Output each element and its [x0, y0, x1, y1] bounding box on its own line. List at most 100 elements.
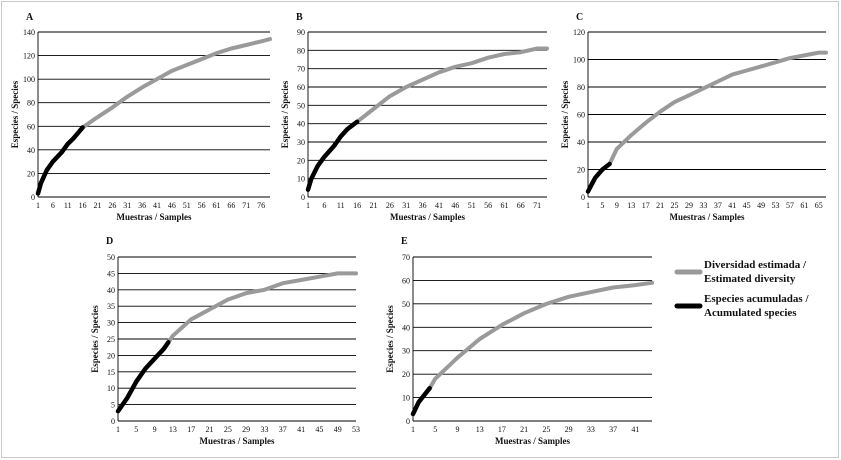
legend-estimated-label-2: Estimated diversity [704, 273, 796, 285]
panel-d-ylabel: Especies / Species [90, 305, 100, 373]
panel-a-ytick: 140 [23, 28, 35, 37]
panel-e-xtick: 41 [631, 425, 639, 434]
panel-a-xtick: 16 [79, 201, 87, 210]
panel-a-ytick: 20 [27, 169, 35, 178]
panel-a-xtick: 46 [168, 201, 176, 210]
panel-b-xtick: 11 [337, 201, 345, 210]
panel-b-xtick: 41 [435, 201, 443, 210]
panel-c-ytick: 0 [581, 193, 585, 202]
panel-a-xtick: 76 [257, 201, 265, 210]
panel-e-xtick: 37 [609, 425, 617, 434]
panel-b-xlabel: Muestras / Samples [390, 212, 465, 222]
panel-a-xlabel: Muestras / Samples [117, 212, 192, 222]
panel-d-xtick: 45 [315, 425, 323, 434]
panel-c-accumulated-series [585, 161, 612, 194]
panel-d-xtick: 5 [134, 425, 138, 434]
panel-b-xtick: 61 [500, 201, 508, 210]
panel-a-xtick: 61 [212, 201, 220, 210]
panel-c-xtick: 45 [743, 201, 751, 210]
panel-c-ytick: 60 [577, 111, 585, 120]
panel-b-ytick: 80 [297, 46, 305, 55]
panel-a-xtick: 51 [183, 201, 191, 210]
panel-d-ytick: 15 [107, 368, 115, 377]
panel-d-xlabel: Muestras / Samples [200, 436, 275, 446]
panel-b-ytick: 30 [297, 138, 305, 147]
panel-a-xtick: 26 [108, 201, 116, 210]
panel-c: C 0 20 40 60 80 100 120 1 5 9 13 17 21 25 29 33 37 41 45 49 5… [560, 12, 828, 222]
panel-c-xtick: 13 [627, 201, 635, 210]
panel-b-ytick: 10 [297, 175, 305, 184]
legend-accumulated-label-1: Especies acumuladas / [704, 293, 809, 305]
panel-d-xtick: 49 [334, 425, 342, 434]
panel-d-ytick: 25 [107, 335, 115, 344]
panel-e-ytick: 20 [402, 370, 410, 379]
panel-a-ytick: 0 [31, 193, 35, 202]
panel-a-xtick: 66 [227, 201, 235, 210]
panel-a-ytick: 80 [27, 99, 35, 108]
panel-c-xlabel: Muestras / Samples [670, 212, 745, 222]
panel-c-xtick: 57 [786, 201, 794, 210]
panel-c-xtick: 29 [685, 201, 693, 210]
panel-c-ytick: 20 [577, 166, 585, 175]
panel-b-xtick: 51 [468, 201, 476, 210]
panel-e-ylabel: Especies / Species [385, 305, 395, 373]
panel-a-estimated-series [80, 37, 272, 130]
panel-d-xtick: 13 [169, 425, 177, 434]
panel-a-ytick: 100 [23, 75, 35, 84]
panel-b-xtick: 21 [369, 201, 377, 210]
panel-d-xtick: 37 [279, 425, 287, 434]
panel-d-xtick: 25 [224, 425, 232, 434]
panel-c-ytick: 120 [573, 28, 585, 37]
panel-e-xtick: 25 [542, 425, 550, 434]
legend-accumulated-label-2: Acumulated species [704, 307, 797, 319]
panel-a-xtick: 6 [51, 201, 55, 210]
panel-b-xtick: 1 [306, 201, 310, 210]
panel-d-ytick: 35 [107, 302, 115, 311]
panel-d-xtick: 21 [206, 425, 214, 434]
panel-c-ytick: 80 [577, 83, 585, 92]
panel-c-xtick: 9 [615, 201, 619, 210]
panel-d-ytick: 5 [111, 401, 115, 410]
panel-c-xtick: 25 [671, 201, 679, 210]
panel-a-ytick: 120 [23, 52, 35, 61]
panel-e-xtick: 5 [433, 425, 437, 434]
panel-d-ytick: 40 [107, 286, 115, 295]
panel-e-xtick: 1 [411, 425, 415, 434]
panel-c-xtick: 21 [656, 201, 664, 210]
panel-d-ytick: 10 [107, 384, 115, 393]
panel-e-ytick: 60 [402, 276, 410, 285]
panel-a-xtick: 31 [123, 201, 131, 210]
panel-b-ytick: 70 [297, 65, 305, 74]
panel-b-label: B [296, 12, 303, 23]
panel-d-ytick: 20 [107, 351, 115, 360]
panel-b-xtick: 71 [533, 201, 541, 210]
panel-c-label: C [576, 12, 583, 23]
panel-e-accumulated-series [410, 385, 432, 417]
panel-b-ytick: 60 [297, 83, 305, 92]
panel-c-xtick: 37 [714, 201, 722, 210]
panel-e-xtick: 9 [455, 425, 459, 434]
panel-e-xtick: 17 [498, 425, 506, 434]
panel-b-xtick: 46 [451, 201, 459, 210]
panel-c-xtick: 5 [600, 201, 604, 210]
panel-d-ytick: 30 [107, 319, 115, 328]
panel-b-ytick: 90 [297, 28, 305, 37]
panel-b-estimated-series [355, 46, 549, 124]
panel-d-xtick: 33 [260, 425, 268, 434]
panel-b-ytick: 40 [297, 120, 305, 129]
panel-a-xtick: 41 [153, 201, 161, 210]
panel-d-estimated-series [166, 271, 358, 345]
panel-e-ytick: 40 [402, 323, 410, 332]
panel-e-xtick: 29 [565, 425, 573, 434]
panel-c-estimated-series [607, 50, 828, 166]
panel-e-xlabel: Muestras / Samples [495, 436, 570, 446]
panel-c-ylabel: Especies / Species [560, 80, 570, 148]
panel-b-ytick: 0 [301, 193, 305, 202]
panel-b-xtick: 56 [484, 201, 492, 210]
panel-c-ytick: 40 [577, 138, 585, 147]
